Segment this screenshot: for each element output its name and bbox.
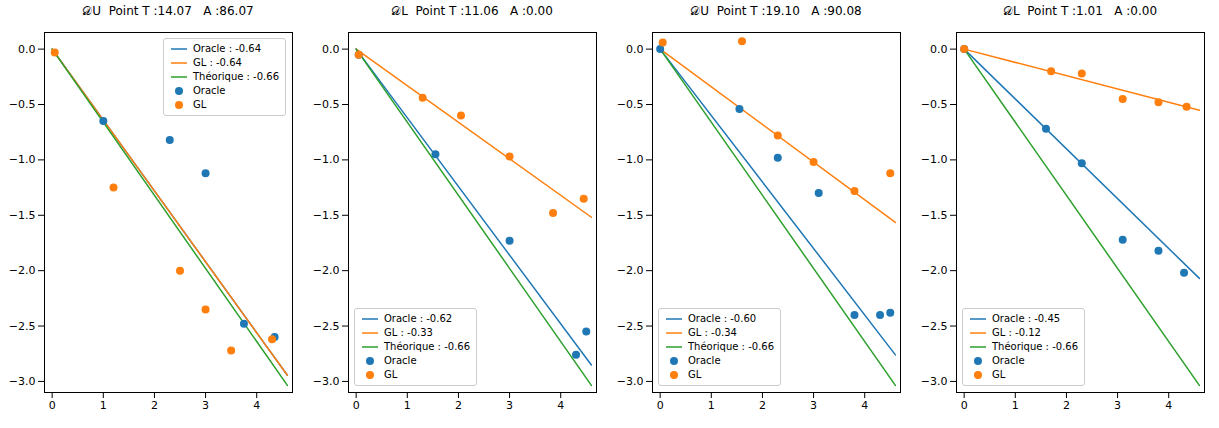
svg-text:1: 1 [708, 399, 715, 412]
svg-text:4: 4 [253, 399, 260, 412]
svg-text:−3.0: −3.0 [921, 375, 948, 388]
svg-text:0: 0 [657, 399, 664, 412]
html-text:Théorique : -0.66: Théorique : -0.66 [992, 341, 1078, 352]
svg-text:−2.5: −2.5 [313, 320, 340, 333]
svg-text:−2.5: −2.5 [921, 320, 948, 333]
svg-text:3: 3 [810, 399, 817, 412]
html-text:GL: GL [193, 99, 207, 110]
svg-text:0.0: 0.0 [18, 43, 36, 56]
svg-text:4: 4 [557, 399, 564, 412]
html-text:Théorique : -0.66: Théorique : -0.66 [384, 341, 470, 352]
svg-text:0.0: 0.0 [930, 43, 948, 56]
svg-text:3: 3 [1114, 399, 1121, 412]
svg-text:1: 1 [100, 399, 107, 412]
svg-text:1: 1 [1012, 399, 1019, 412]
html-text:GL : -0.34: GL : -0.34 [688, 327, 737, 338]
html-text:Oracle : -0.64: Oracle : -0.64 [193, 43, 262, 54]
svg-text:−2.0: −2.0 [617, 264, 644, 277]
html-text:Oracle: Oracle [193, 85, 226, 96]
html-text:GL: GL [688, 369, 702, 380]
html-text:GL: GL [384, 369, 398, 380]
svg-text:−0.5: −0.5 [617, 98, 644, 111]
svg-text:−1.0: −1.0 [313, 153, 340, 166]
svg-text:0.0: 0.0 [626, 43, 644, 56]
svg-text:2: 2 [455, 399, 462, 412]
svg-text:3: 3 [506, 399, 513, 412]
html-text:Oracle : -0.62: Oracle : -0.62 [384, 313, 453, 324]
svg-text:−3.0: −3.0 [9, 375, 36, 388]
html-text:𝒟L Point T :11.06 A :0.00: 𝒟L Point T :11.06 A :0.00 [391, 4, 553, 18]
html-text:GL: GL [992, 369, 1006, 380]
svg-text:4: 4 [1165, 399, 1172, 412]
svg-text:0.0: 0.0 [322, 43, 340, 56]
svg-text:2: 2 [759, 399, 766, 412]
svg-text:4: 4 [861, 399, 868, 412]
html-text:𝒟U Point T :14.07 A :86.07: 𝒟U Point T :14.07 A :86.07 [82, 4, 254, 18]
svg-text:3: 3 [202, 399, 209, 412]
html-text:Oracle : -0.45: Oracle : -0.45 [992, 313, 1061, 324]
svg-text:−1.0: −1.0 [921, 153, 948, 166]
svg-text:−2.5: −2.5 [9, 320, 36, 333]
html-text:Théorique : -0.66: Théorique : -0.66 [193, 71, 279, 82]
svg-text:−1.0: −1.0 [617, 153, 644, 166]
html-text:Oracle: Oracle [992, 355, 1025, 366]
svg-text:−2.0: −2.0 [9, 264, 36, 277]
svg-text:−0.5: −0.5 [313, 98, 340, 111]
svg-text:−1.5: −1.5 [921, 209, 948, 222]
html-text:𝒟L Point T :1.01 A :0.00: 𝒟L Point T :1.01 A :0.00 [1003, 4, 1157, 18]
svg-text:−1.5: −1.5 [617, 209, 644, 222]
svg-text:0: 0 [353, 399, 360, 412]
svg-text:−3.0: −3.0 [617, 375, 644, 388]
svg-text:−2.0: −2.0 [921, 264, 948, 277]
html-text:GL : -0.64: GL : -0.64 [193, 57, 242, 68]
svg-text:0: 0 [49, 399, 56, 412]
svg-text:0: 0 [961, 399, 968, 412]
svg-text:2: 2 [1063, 399, 1070, 412]
svg-text:−0.5: −0.5 [9, 98, 36, 111]
html-text:Oracle: Oracle [384, 355, 417, 366]
svg-text:−2.0: −2.0 [313, 264, 340, 277]
html-text:Oracle: Oracle [688, 355, 721, 366]
svg-text:−1.5: −1.5 [9, 209, 36, 222]
html-text:GL : -0.33: GL : -0.33 [384, 327, 433, 338]
html-text:𝒟U Point T :19.10 A :90.08: 𝒟U Point T :19.10 A :90.08 [690, 4, 862, 18]
svg-text:2: 2 [151, 399, 158, 412]
html-text:Oracle : -0.60: Oracle : -0.60 [688, 313, 757, 324]
svg-text:−1.0: −1.0 [9, 153, 36, 166]
svg-text:−3.0: −3.0 [313, 375, 340, 388]
svg-text:1: 1 [404, 399, 411, 412]
html-text:GL : -0.12: GL : -0.12 [992, 327, 1041, 338]
html-text:Théorique : -0.66: Théorique : -0.66 [688, 341, 774, 352]
svg-text:−2.5: −2.5 [617, 320, 644, 333]
svg-text:−0.5: −0.5 [921, 98, 948, 111]
svg-text:−1.5: −1.5 [313, 209, 340, 222]
